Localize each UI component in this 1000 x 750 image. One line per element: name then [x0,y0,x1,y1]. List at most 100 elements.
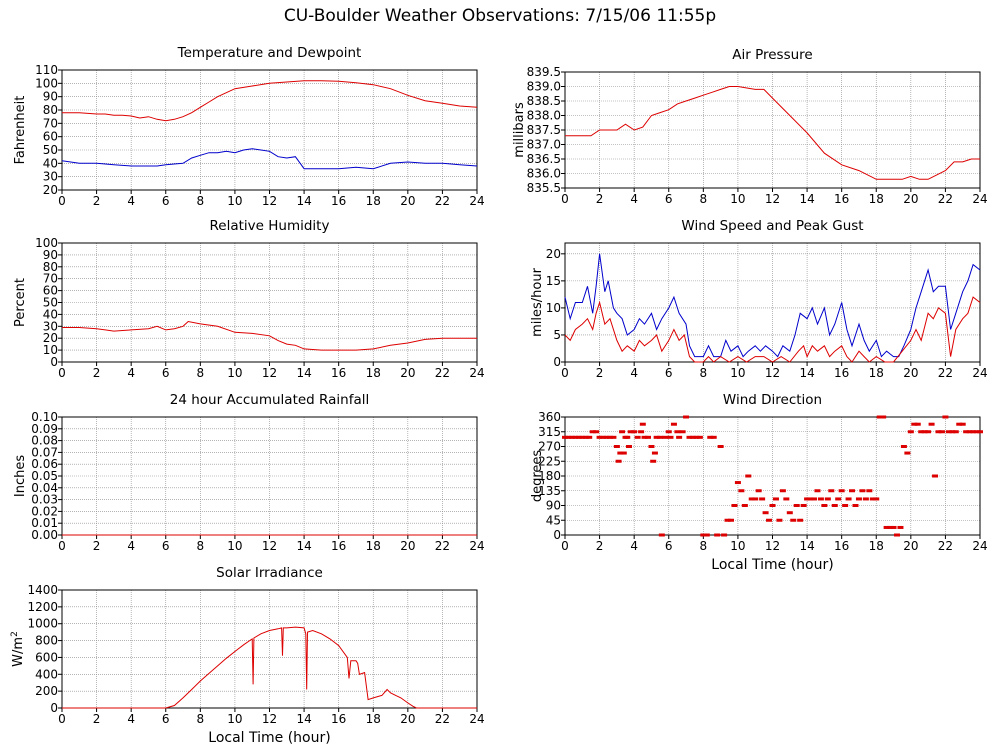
y-axis-label: millibars [512,102,527,158]
x-tick-label: 2 [596,539,604,553]
data-point [648,445,655,448]
x-tick-label: 22 [435,539,450,553]
data-point [942,415,949,419]
y-tick-label: 5 [553,328,561,342]
data-point [667,435,674,439]
data-point [653,435,660,439]
x-tick-label: 24 [469,539,484,553]
y-tick-label: 837.0 [527,138,561,152]
data-point [658,533,665,537]
y-tick-label: 45 [546,513,561,527]
data-point [639,422,646,426]
data-point [869,497,876,501]
x-tick-label: 22 [938,539,953,553]
x-tick-label: 16 [331,194,346,208]
data-point [717,445,724,448]
y-tick-label: 110 [35,63,58,77]
data-point [821,504,828,507]
y-tick-label: 0 [50,355,58,369]
data-point [620,451,627,455]
data-point [679,430,686,434]
data-point [745,474,752,478]
data-point [800,504,807,507]
data-point [849,489,856,493]
x-tick-label: 16 [331,366,346,380]
x-tick-label: 4 [127,539,135,553]
data-point [738,489,745,493]
x-tick-label: 22 [938,366,953,380]
data-point [582,435,589,439]
x-tick-label: 14 [799,539,814,553]
data-point [938,430,945,434]
data-point [665,430,672,434]
x-tick-label: 8 [700,366,708,380]
x-tick-label: 4 [630,366,638,380]
x-tick-label: 8 [700,192,708,206]
y-tick-label: 20 [43,183,58,197]
y-tick-label: 80 [43,260,58,274]
data-point [952,430,959,434]
data-point [793,504,800,507]
y-tick-label: 40 [43,307,58,321]
data-point [752,497,759,501]
x-tick-label: 0 [58,366,66,380]
x-tick-label: 22 [435,712,450,726]
data-point [703,533,710,537]
x-tick-label: 10 [227,194,242,208]
data-point [634,435,641,439]
x-tick-label: 12 [765,192,780,206]
data-point [724,518,731,522]
y-tick-label: 800 [35,634,58,648]
y-tick-label: 30 [43,170,58,184]
x-tick-label: 6 [665,539,673,553]
data-point [945,430,952,434]
x-tick-label: 4 [127,194,135,208]
y-tick-label: 839.0 [527,80,561,94]
data-point [897,525,904,529]
data-point [700,533,707,537]
x-tick-label: 16 [834,366,849,380]
data-point [977,430,983,434]
x-tick-label: 18 [869,539,884,553]
data-point [625,445,632,448]
data-point [579,435,586,439]
data-point [707,435,714,439]
x-tick-label: 0 [58,712,66,726]
x-tick-label: 24 [972,539,987,553]
data-point [814,489,821,493]
data-point [900,445,907,448]
data-point [572,435,579,439]
chart-title: Wind Direction [723,392,822,408]
data-point [842,504,849,507]
data-point [866,489,873,493]
x-tick-label: 0 [561,366,569,380]
data-point [624,435,631,439]
y-axis-label: Fahrenheit [13,96,28,165]
data-point [627,430,634,434]
data-point [817,497,824,501]
data-point [755,489,762,493]
data-point [862,497,869,501]
x-tick-label: 0 [561,192,569,206]
x-tick-label: 22 [938,192,953,206]
data-point [824,497,831,501]
series-line-pressure [565,86,980,180]
data-point [845,497,852,501]
data-point [772,497,779,501]
y-tick-label: 0.04 [31,481,58,495]
x-tick-label: 14 [799,366,814,380]
chart-title: Relative Humidity [210,218,330,234]
y-tick-label: 70 [43,116,58,130]
data-point [670,422,677,426]
y-axis-label: Inches [13,455,28,497]
x-tick-label: 8 [197,366,205,380]
x-tick-label: 4 [127,366,135,380]
x-tick-label: 22 [435,194,450,208]
data-point [631,430,638,434]
y-tick-label: 0.01 [31,516,58,530]
data-point [650,459,657,463]
y-tick-label: 225 [538,454,561,468]
x-tick-label: 6 [665,192,673,206]
x-tick-label: 24 [469,712,484,726]
